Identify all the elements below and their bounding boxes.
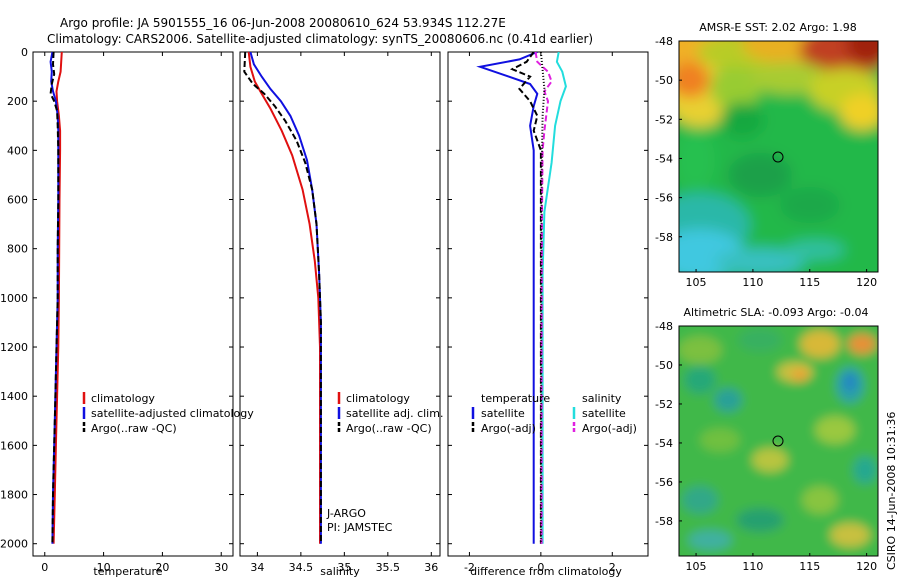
y-tick-label: 0 — [21, 46, 28, 59]
map-y-tick-label: -48 — [655, 320, 673, 333]
y-tick-label: 2000 — [0, 538, 28, 551]
y-tick-label: 1200 — [0, 341, 28, 354]
difference-panel: -2 0 2 difference from climatology tempera… — [447, 51, 649, 578]
series-line-climatology — [52, 52, 63, 544]
title-line-1: Argo profile: JA 5901555_16 06-Jun-2008 … — [60, 16, 506, 30]
x-tick-label: 35.5 — [376, 561, 401, 574]
series-line-argo-raw-qc- — [49, 52, 60, 544]
y-tick-label: 600 — [7, 194, 28, 207]
x-tick-label: 0 — [41, 561, 48, 574]
map-x-tick-label: 105 — [686, 276, 707, 289]
altimetric-sla-map: Altimetric SLA: -0.093 Argo: -0.04 — [655, 306, 879, 573]
map-x-tick-label: 115 — [799, 276, 820, 289]
legend-label-argo: Argo(..raw -QC) — [91, 422, 177, 435]
map-y-tick-label: -58 — [655, 515, 673, 528]
x-tick-label: 34.5 — [289, 561, 314, 574]
temperature-panel: 0 10 20 30 0 200 400 600 800 1000 1200 1400 1600 1800… — [0, 46, 254, 578]
y-tick-label: 400 — [7, 144, 28, 157]
y-tick-label: 1800 — [0, 489, 28, 502]
map-y-tick-label: -54 — [655, 152, 673, 165]
y-tick-label: 1600 — [0, 439, 28, 452]
map-x-tick-label: 110 — [742, 276, 763, 289]
map-y-tick-label: -50 — [655, 74, 673, 87]
map-y-tick-label: -52 — [655, 113, 673, 126]
map-y-tick-label: -50 — [655, 359, 673, 372]
legend-label-temp-satellite: satellite — [481, 407, 525, 420]
timestamp-label: CSIRO 14-Jun-2008 10:31:36 — [885, 412, 898, 570]
x-tick-label: 34 — [250, 561, 264, 574]
legend-title-temperature: temperature — [481, 392, 550, 405]
map-y-tick-label: -56 — [655, 192, 673, 205]
series-line-temperature-argo-adj- — [509, 52, 542, 544]
map-x-tick-label: 115 — [799, 560, 820, 573]
map-y-tick-label: -54 — [655, 437, 673, 450]
salinity-legend: climatology satellite adj. clim. Argo(..… — [337, 392, 443, 435]
sla-map-frame — [678, 325, 879, 557]
y-tick-label: 1000 — [0, 292, 28, 305]
title-line-2: Climatology: CARS2006. Satellite-adjuste… — [47, 32, 593, 46]
temperature-axes — [32, 51, 234, 557]
salinity-axes — [239, 51, 441, 557]
x-tick-label: 2 — [609, 561, 616, 574]
legend-label-argo: Argo(..raw -QC) — [346, 422, 432, 435]
sla-field — [679, 326, 878, 556]
y-tick-label: 200 — [7, 95, 28, 108]
difference-xlabel: difference from climatology — [470, 565, 622, 578]
sst-map-title: AMSR-E SST: 2.02 Argo: 1.98 — [699, 21, 857, 34]
map-y-tick-label: -58 — [655, 231, 673, 244]
map-x-tick-label: 110 — [742, 560, 763, 573]
series-line-salinity-satellite — [541, 52, 567, 544]
y-tick-label: 800 — [7, 243, 28, 256]
legend-label-temp-argo: Argo(-adj) — [481, 422, 536, 435]
series-line-temperature-satellite — [476, 52, 539, 544]
map-x-tick-label: 120 — [856, 276, 877, 289]
series-line-climatology — [247, 52, 321, 544]
legend-label-sal-argo: Argo(-adj) — [582, 422, 637, 435]
x-tick-label: 35 — [337, 561, 351, 574]
map-x-tick-label: 105 — [686, 560, 707, 573]
sst-argo-marker — [772, 151, 784, 163]
map-y-tick-label: -56 — [655, 476, 673, 489]
legend-label-satellite-adj: satellite adj. clim. — [346, 407, 443, 420]
legend-label-climatology: climatology — [346, 392, 410, 405]
float-pi-label: PI: JAMSTEC — [327, 521, 393, 534]
difference-legend: temperature satellite Argo(-adj) salinit… — [471, 392, 637, 435]
map-x-tick-label: 120 — [856, 560, 877, 573]
y-tick-label: 1400 — [0, 390, 28, 403]
x-tick-label: 20 — [155, 561, 169, 574]
x-tick-label: -2 — [464, 561, 475, 574]
legend-label-sal-satellite: satellite — [582, 407, 626, 420]
sla-argo-marker — [772, 435, 784, 447]
map-y-tick-label: -52 — [655, 398, 673, 411]
sst-map-frame — [678, 40, 879, 273]
series-line-salinity-argo-satellite-dotted — [539, 52, 546, 544]
difference-axes — [447, 51, 649, 557]
amsr-sst-map: AMSR-E SST: 2.02 Argo: 1.98 — [655, 21, 879, 289]
series-line-argo-raw-qc- — [243, 52, 322, 544]
x-tick-label: 10 — [97, 561, 111, 574]
x-tick-label: 0 — [537, 561, 544, 574]
salinity-panel: 34 34.5 35 35.5 36 salinity climatology sate… — [239, 51, 443, 578]
sst-field — [679, 41, 878, 272]
sla-map-title: Altimetric SLA: -0.093 Argo: -0.04 — [684, 306, 869, 319]
float-program-label: J-ARGO — [326, 507, 366, 520]
x-tick-label: 30 — [214, 561, 228, 574]
temperature-xlabel: temperature — [93, 565, 162, 578]
legend-title-salinity: salinity — [582, 392, 622, 405]
map-y-tick-label: -48 — [655, 35, 673, 48]
series-line-satellite-adj-clim- — [249, 52, 322, 544]
x-tick-label: 36 — [424, 561, 438, 574]
legend-label-satellite-adjusted: satellite-adjusted climatology — [91, 407, 254, 420]
legend-label-climatology: climatology — [91, 392, 155, 405]
salinity-xlabel: salinity — [320, 565, 360, 578]
temperature-legend: climatology satellite-adjusted climatolo… — [82, 392, 254, 435]
